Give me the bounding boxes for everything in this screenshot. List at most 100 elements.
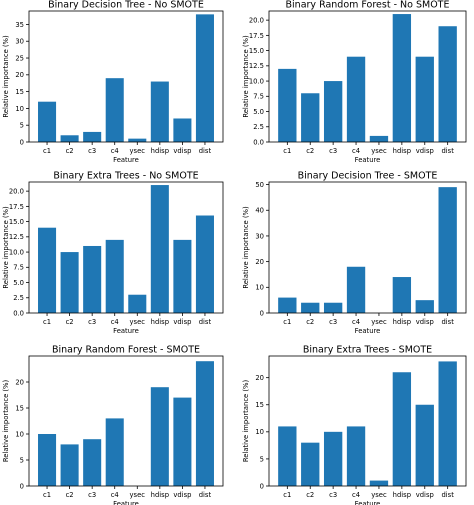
- x-tick-label: c4: [111, 491, 119, 499]
- x-tick-label: ysec: [130, 318, 146, 326]
- y-tick-label: 40: [255, 207, 264, 215]
- bar-vdisp: [415, 404, 434, 486]
- axes-frame: [268, 355, 467, 487]
- x-tick-label: hdisp: [393, 491, 411, 499]
- x-tick-label: c3: [88, 491, 96, 499]
- axes-frame: [28, 181, 224, 314]
- x-tick-label: c3: [88, 318, 96, 326]
- y-tick-label: 12.5: [9, 233, 24, 241]
- x-tick-label: vdisp: [416, 147, 434, 155]
- x-tick-label: c1: [283, 491, 291, 499]
- x-tick-label: c1: [283, 318, 291, 326]
- y-tick-label: 10.0: [9, 248, 24, 256]
- x-tick-label: c1: [43, 147, 51, 155]
- x-tick-label: c2: [306, 318, 314, 326]
- chart-panel-dt-smote: 0 10 20 30 40 50 c1 c2 c3 c4 ysec hdisp vdisp dist Bin…: [242, 171, 467, 335]
- y-tick-label: 2.5: [13, 294, 24, 302]
- x-axis-label: Feature: [355, 500, 381, 505]
- y-tick-label: 0.0: [253, 138, 264, 146]
- x-axis-label: Feature: [113, 327, 139, 335]
- y-tick-label: 12.5: [249, 62, 264, 70]
- x-tick-label: c3: [329, 318, 337, 326]
- chart-panel-et-no-smote: 0.0 2.5 5.0 7.5 10.0 12.5 15.0 17.5 20.0 c1 c2 c3 c4…: [2, 171, 224, 335]
- x-tick-label: vdisp: [416, 491, 434, 499]
- y-tick-label: 20: [15, 378, 24, 386]
- bar-hdisp: [150, 387, 169, 486]
- bar-hdisp: [392, 277, 412, 313]
- x-tick-label: c1: [43, 318, 51, 326]
- x-tick-label: dist: [199, 491, 212, 499]
- y-tick-label: 20.0: [9, 188, 24, 196]
- y-axis-label: Relative importance (%): [2, 379, 10, 462]
- y-tick-label: 10: [15, 430, 24, 438]
- y-tick-label: 5: [20, 122, 24, 130]
- y-axis-label: Relative importance (%): [2, 206, 10, 289]
- chart-panel-rf-smote: 0 5 10 15 20 c1 c2 c3 c4 ysec hdisp vdisp dist Binary…: [2, 345, 224, 505]
- x-tick-label: c3: [329, 147, 337, 155]
- bar-c4: [346, 426, 366, 486]
- y-tick-label: 20: [255, 258, 264, 266]
- bar-c1: [278, 426, 297, 486]
- y-tick-label: 7.5: [253, 93, 264, 101]
- bar-vdisp: [415, 300, 434, 313]
- x-tick-label: c1: [43, 491, 51, 499]
- x-tick-label: dist: [199, 318, 212, 326]
- x-tick-label: vdisp: [173, 147, 191, 155]
- chart-panel-rf-no-smote: 0.0 2.5 5.0 7.5 10.0 12.5 15.0 17.5 20.0 c1 c2 c3 c4…: [242, 0, 467, 164]
- x-axis-label: Feature: [113, 500, 139, 505]
- x-tick-label: c2: [66, 147, 74, 155]
- y-tick-label: 15: [255, 401, 264, 409]
- bar-c1: [38, 434, 57, 486]
- bar-c3: [323, 302, 343, 313]
- y-tick-label: 5.0: [13, 279, 24, 287]
- bar-c4: [105, 239, 124, 313]
- y-axis-label: Relative importance (%): [242, 35, 250, 118]
- y-tick-label: 10: [255, 428, 264, 436]
- x-tick-label: hdisp: [151, 318, 169, 326]
- y-tick-label: 5.0: [253, 108, 264, 116]
- bar-c1: [38, 227, 57, 313]
- x-tick-label: dist: [441, 147, 454, 155]
- y-tick-label: 7.5: [13, 264, 24, 272]
- x-axis-label: Feature: [355, 156, 381, 164]
- x-tick-label: vdisp: [173, 318, 191, 326]
- y-tick-label: 15: [15, 88, 24, 96]
- x-tick-label: ysec: [130, 147, 146, 155]
- bar-c3: [323, 81, 343, 142]
- x-tick-label: c4: [111, 147, 119, 155]
- x-tick-label: hdisp: [151, 147, 169, 155]
- y-tick-label: 35: [15, 21, 24, 29]
- y-tick-label: 17.5: [9, 203, 24, 211]
- x-tick-label: c4: [111, 318, 119, 326]
- y-axis-label: Relative importance (%): [242, 379, 250, 462]
- bar-hdisp: [150, 185, 169, 313]
- y-tick-label: 10: [15, 105, 24, 113]
- bar-c3: [83, 439, 102, 486]
- x-tick-label: ysec: [130, 491, 146, 499]
- y-tick-label: 5: [20, 456, 24, 464]
- y-tick-label: 25: [15, 54, 24, 62]
- bar-dist: [438, 361, 457, 486]
- y-tick-label: 0.0: [13, 309, 24, 317]
- y-tick-label: 2.5: [253, 123, 264, 131]
- bar-c3: [83, 131, 102, 142]
- x-tick-label: vdisp: [173, 491, 191, 499]
- x-tick-label: hdisp: [393, 147, 411, 155]
- chart-title: Binary Random Forest - SMOTE: [52, 345, 200, 356]
- y-tick-label: 10: [255, 284, 264, 292]
- bar-c2: [301, 302, 320, 313]
- x-tick-label: c4: [352, 491, 360, 499]
- bar-dist: [195, 361, 214, 486]
- bar-c2: [60, 135, 79, 142]
- bar-c2: [60, 252, 79, 313]
- bar-c2: [60, 444, 79, 486]
- axes-frame: [268, 10, 467, 143]
- y-axis-label: Relative importance (%): [2, 35, 10, 118]
- bar-hdisp: [392, 372, 412, 486]
- y-tick-label: 5: [260, 455, 264, 463]
- bar-c3: [83, 245, 102, 313]
- chart-title: Binary Extra Trees - No SMOTE: [53, 171, 198, 182]
- x-tick-label: c2: [306, 491, 314, 499]
- x-tick-label: ysec: [371, 491, 387, 499]
